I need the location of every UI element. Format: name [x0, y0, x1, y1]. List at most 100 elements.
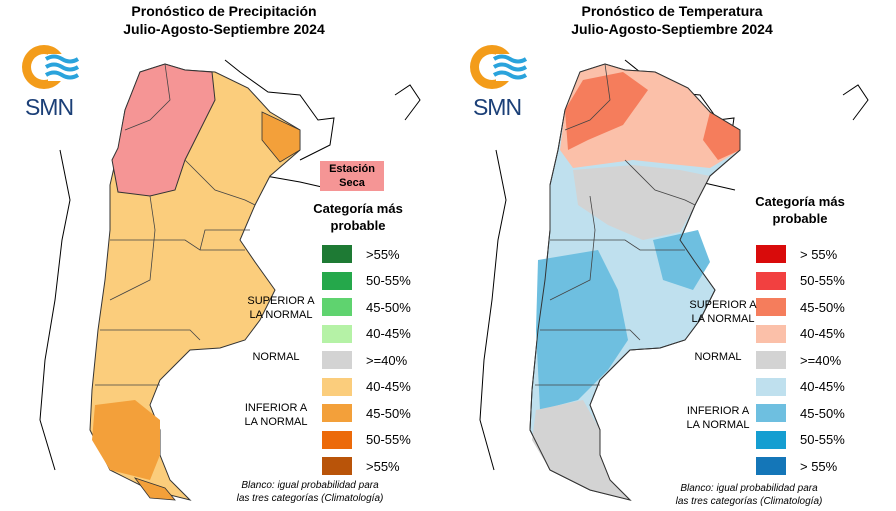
precipitation-note-line2: las tres categorías (Climatología): [236, 493, 384, 504]
right-legend-swatch: [756, 351, 786, 369]
smn-logo-right: SMN: [464, 40, 530, 120]
left-legend-swatch: [322, 377, 352, 396]
right-legend-label: 40-45%: [800, 379, 845, 394]
below-normal-strong-east: [653, 230, 710, 290]
temperature-title-line1: Pronóstico de Temperatura: [581, 3, 763, 19]
left-legend-swatch: [322, 271, 352, 290]
left-legend-swatch: [322, 351, 352, 369]
right-legend-label: 45-50%: [800, 299, 845, 315]
smn-logo-text-right: SMN: [472, 94, 522, 120]
left-legend-label: >=40%: [366, 352, 408, 368]
precipitation-group-superior-line2: LA NORMAL: [249, 309, 313, 321]
right-legend-row: > 55%: [756, 244, 837, 264]
precipitation-note-line1: Blanco: igual probabilidad para: [241, 480, 379, 491]
right-legend-swatch: [756, 298, 786, 316]
precipitation-note: Blanco: igual probabilidad para las tres…: [220, 479, 400, 505]
precipitation-group-inferior: INFERIOR A LA NORMAL: [236, 401, 316, 429]
smn-logo: SMN: [16, 40, 82, 120]
precipitation-group-normal: NORMAL: [236, 350, 316, 364]
right-legend-swatch: [756, 324, 786, 343]
left-legend-swatch: [322, 245, 352, 263]
precipitation-group-normal-label: NORMAL: [252, 351, 300, 363]
temperature-group-superior-line2: LA NORMAL: [691, 313, 755, 325]
precipitation-panel: Pronóstico de Precipitación Julio-Agosto…: [0, 2, 448, 505]
left-legend-label: 45-50%: [366, 299, 411, 315]
right-legend-row: >=40%: [756, 350, 841, 370]
dry-station-line1: Estación: [329, 163, 375, 175]
temperature-group-inferior: INFERIOR A LA NORMAL: [678, 404, 758, 432]
precipitation-map: [39, 59, 421, 501]
right-legend-label: 45-50%: [800, 405, 845, 421]
left-legend-row: 40-45%: [322, 377, 411, 397]
right-legend-row: 45-50%: [756, 297, 845, 317]
right-legend-row: 40-45%: [756, 324, 845, 344]
left-legend-label: >55%: [366, 458, 400, 474]
precipitation-group-superior-line1: SUPERIOR A: [247, 295, 315, 307]
left-legend-label: 40-45%: [366, 326, 411, 341]
left-legend-label: 40-45%: [366, 379, 411, 394]
right-legend-label: >=40%: [800, 352, 842, 368]
below-normal-strong-ne: [261, 111, 301, 163]
left-legend-row: >55%: [322, 244, 400, 264]
right-legend-label: 50-55%: [800, 432, 845, 447]
right-legend-row: 50-55%: [756, 271, 845, 291]
right-legend-swatch: [756, 457, 786, 475]
precipitation-category-line1: Categoría más: [313, 201, 403, 216]
dry-station-label: Estación Seca: [320, 161, 384, 191]
temperature-category-title: Categoría más probable: [740, 193, 860, 227]
right-legend-label: > 55%: [800, 246, 838, 262]
temperature-group-superior-line1: SUPERIOR A: [689, 299, 757, 311]
right-legend-row: > 55%: [756, 456, 837, 476]
right-legend-swatch: [756, 430, 786, 449]
dry-station-region: [111, 63, 216, 197]
left-legend-row: >=40%: [322, 350, 407, 370]
temperature-note-line2: las tres categorías (Climatología): [675, 496, 823, 507]
left-legend-row: 50-55%: [322, 271, 411, 291]
temperature-note-line1: Blanco: igual probabilidad para: [680, 483, 818, 494]
normal-region-centre: [573, 165, 710, 240]
left-legend-label: >55%: [366, 246, 400, 262]
precipitation-category-line2: probable: [330, 218, 386, 233]
smn-logo-text: SMN: [24, 94, 74, 120]
dry-station-line2: Seca: [339, 177, 365, 189]
temperature-group-inferior-line2: LA NORMAL: [686, 419, 750, 431]
right-legend-label: 50-55%: [800, 273, 845, 288]
left-legend-label: 45-50%: [366, 405, 411, 421]
right-legend-row: 40-45%: [756, 377, 845, 397]
normal-region-south: [532, 400, 630, 500]
left-legend-swatch: [322, 324, 352, 343]
precipitation-title-line2: Julio-Agosto-Septiembre 2024: [123, 21, 325, 37]
smn-logo-icon: [22, 45, 82, 89]
left-legend-row: 50-55%: [322, 430, 411, 450]
above-normal-strong-ne: [703, 112, 740, 160]
right-legend-label: > 55%: [800, 458, 838, 474]
smn-logo-icon-right: [470, 45, 530, 89]
precipitation-group-inferior-line2: LA NORMAL: [244, 416, 308, 428]
left-legend-row: 40-45%: [322, 324, 411, 344]
temperature-group-normal: NORMAL: [678, 350, 758, 364]
below-normal-strong-south: [92, 400, 160, 480]
left-legend-swatch: [322, 404, 352, 422]
tierra-del-fuego: [133, 477, 176, 501]
precipitation-group-inferior-line1: INFERIOR A: [244, 402, 308, 414]
left-legend-row: 45-50%: [322, 403, 411, 423]
right-legend-row: 45-50%: [756, 403, 845, 423]
left-legend-label: 50-55%: [366, 432, 411, 447]
right-legend-swatch: [756, 271, 786, 290]
temperature-note: Blanco: igual probabilidad para las tres…: [654, 482, 844, 508]
left-legend-swatch: [322, 298, 352, 316]
precipitation-title: Pronóstico de Precipitación Julio-Agosto…: [0, 2, 448, 38]
right-legend-label: 40-45%: [800, 326, 845, 341]
temperature-category-line2: probable: [772, 211, 828, 226]
left-legend-swatch: [322, 457, 352, 475]
temperature-title-line2: Julio-Agosto-Septiembre 2024: [571, 21, 773, 37]
right-legend-swatch: [756, 377, 786, 396]
left-legend-row: >55%: [322, 456, 400, 476]
left-legend-label: 50-55%: [366, 273, 411, 288]
precipitation-category-title: Categoría más probable: [298, 200, 418, 234]
precipitation-title-line1: Pronóstico de Precipitación: [131, 3, 317, 19]
temperature-panel: Pronóstico de Temperatura Julio-Agosto-S…: [448, 0, 896, 511]
left-legend-swatch: [322, 430, 352, 449]
right-legend-row: 50-55%: [756, 430, 845, 450]
precipitation-group-superior: SUPERIOR A LA NORMAL: [236, 294, 326, 322]
